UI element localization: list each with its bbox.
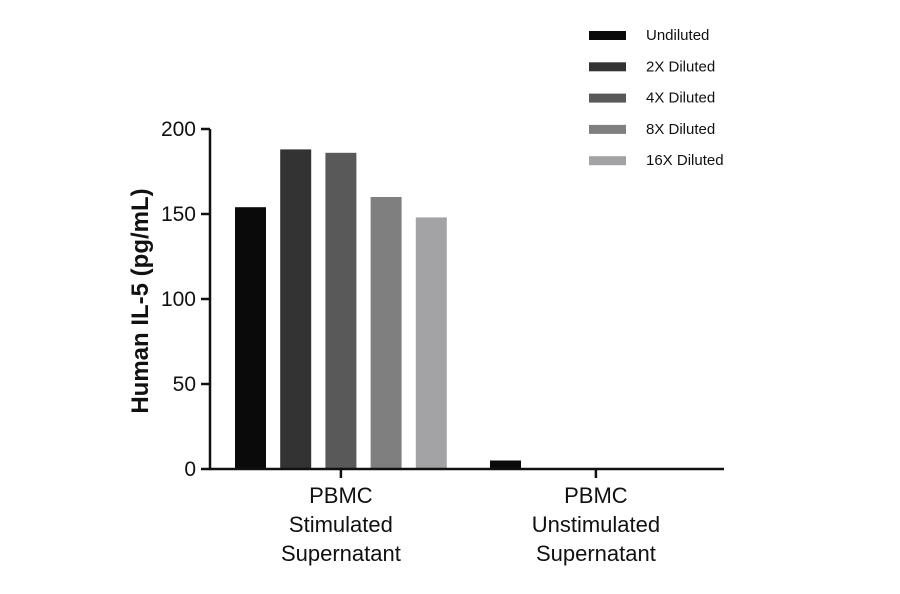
- legend-label: Undiluted: [646, 27, 709, 44]
- x-category-label-line: Stimulated: [289, 512, 393, 537]
- bar-8x-diluted-group-1: [370, 197, 402, 469]
- legend-swatch: [589, 62, 626, 72]
- x-category-label-line: PBMC: [564, 483, 628, 508]
- y-tick-label: 100: [161, 288, 196, 311]
- y-tick-label: 0: [184, 458, 196, 481]
- bar-undiluted-group-1: [235, 207, 266, 469]
- y-axis-ticks: 0 50 100 150 200: [161, 118, 210, 481]
- legend-label: 2X Diluted: [646, 58, 715, 75]
- bar-16x-diluted-group-1: [415, 217, 447, 469]
- legend-label: 16X Diluted: [646, 152, 724, 169]
- bar-4x-diluted-group-1: [325, 152, 357, 470]
- legend-swatch: [589, 156, 626, 166]
- x-category-label-line: Supernatant: [536, 541, 656, 566]
- bar-undiluted-group-2: [490, 460, 521, 469]
- x-category-label-line: Unstimulated: [532, 512, 660, 537]
- legend-label: 8X Diluted: [646, 121, 715, 138]
- y-tick-label: 150: [161, 203, 196, 226]
- legend-swatch: [589, 93, 626, 103]
- legend-label: 4X Diluted: [646, 90, 715, 107]
- bar-2x-diluted-group-1: [280, 149, 312, 469]
- y-tick-label: 50: [173, 373, 196, 396]
- legend-swatch: [589, 31, 626, 40]
- x-category-label-line: PBMC: [309, 483, 373, 508]
- x-category-label: PBMC Unstimulated Supernatant: [532, 483, 660, 566]
- legend-swatch: [589, 124, 626, 134]
- legend: Undiluted 2X Diluted 4X Diluted 8X Diluted 1…: [589, 27, 724, 169]
- y-axis-label: Human IL-5 (pg/mL): [127, 188, 154, 413]
- x-category-label-line: Supernatant: [281, 541, 401, 566]
- y-tick-label: 200: [161, 118, 196, 141]
- x-category-label: PBMC Stimulated Supernatant: [281, 483, 401, 566]
- x-axis-ticks: PBMC Stimulated Supernatant PBMC Unstimulate…: [281, 469, 660, 566]
- bars: [235, 149, 521, 470]
